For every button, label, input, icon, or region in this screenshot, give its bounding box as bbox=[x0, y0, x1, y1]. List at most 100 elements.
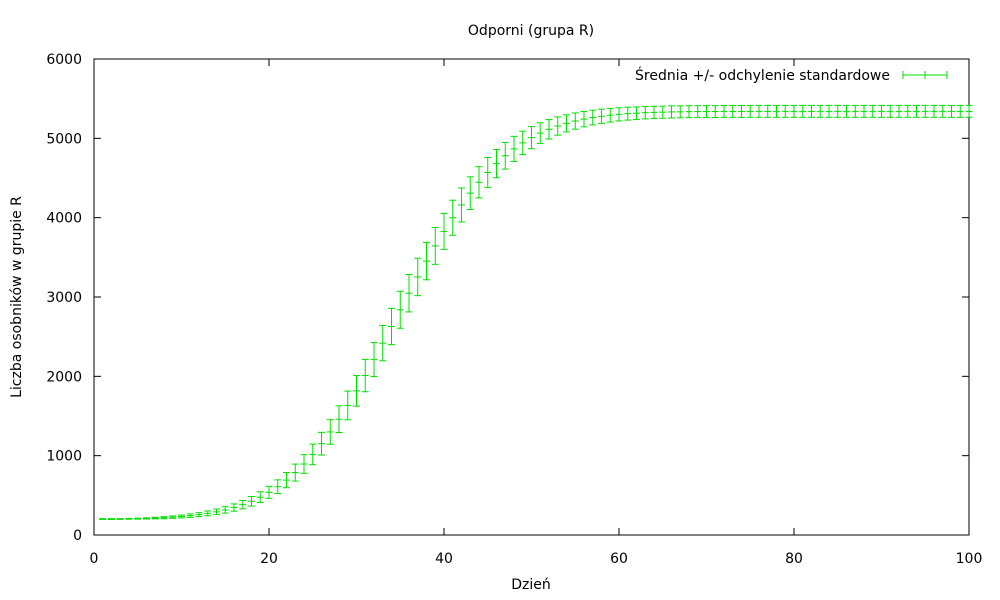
data-point bbox=[143, 517, 150, 520]
data-point bbox=[895, 104, 903, 118]
data-point bbox=[230, 503, 238, 512]
data-point bbox=[851, 104, 859, 118]
data-point bbox=[615, 107, 623, 122]
data-point bbox=[790, 104, 798, 118]
legend: Średnia +/- odchylenie standardowe bbox=[635, 66, 948, 84]
data-point bbox=[195, 512, 203, 518]
chart-title: Odporni (grupa R) bbox=[468, 23, 594, 39]
data-point bbox=[291, 463, 299, 482]
data-point bbox=[300, 454, 308, 474]
data-point bbox=[939, 104, 947, 118]
data-point bbox=[213, 508, 220, 516]
x-tick-label: 80 bbox=[785, 551, 803, 567]
data-point bbox=[475, 166, 483, 199]
data-point bbox=[440, 212, 448, 250]
data-point bbox=[799, 104, 807, 118]
data-point bbox=[580, 110, 588, 128]
data-point bbox=[904, 104, 912, 118]
data-point bbox=[598, 108, 605, 124]
y-axis-label: Liczba osobników w grupie R bbox=[9, 196, 25, 398]
data-point bbox=[221, 506, 229, 514]
legend-label: Średnia +/- odchylenie standardowe bbox=[635, 66, 890, 84]
data-point bbox=[370, 342, 378, 378]
y-tick-label: 3000 bbox=[46, 290, 82, 306]
data-point bbox=[711, 105, 719, 118]
data-point bbox=[204, 510, 212, 517]
data-point bbox=[738, 104, 745, 118]
data-point bbox=[606, 107, 614, 123]
x-tick-label: 0 bbox=[90, 551, 99, 567]
data-point bbox=[781, 104, 789, 118]
data-point bbox=[108, 518, 115, 520]
data-point bbox=[860, 104, 868, 118]
data-point bbox=[816, 104, 824, 118]
data-point bbox=[423, 241, 430, 281]
x-tick-label: 40 bbox=[435, 551, 453, 567]
data-point bbox=[248, 496, 255, 507]
data-point bbox=[414, 257, 422, 297]
data-point bbox=[326, 419, 334, 445]
data-point bbox=[834, 104, 842, 118]
data-point bbox=[554, 116, 562, 136]
data-point bbox=[274, 479, 282, 495]
y-tick-label: 4000 bbox=[46, 211, 82, 227]
data-point bbox=[965, 104, 973, 118]
x-tick-label: 100 bbox=[956, 551, 983, 567]
data-point bbox=[641, 106, 649, 120]
x-tick-label: 20 bbox=[260, 551, 278, 567]
y-axis: 0 1000 2000 3000 4000 5000 6000 bbox=[46, 52, 969, 544]
data-point bbox=[703, 105, 710, 118]
data-point bbox=[563, 114, 570, 133]
data-point bbox=[396, 290, 404, 329]
data-point bbox=[458, 187, 465, 223]
data-point bbox=[921, 104, 929, 118]
data-point bbox=[449, 199, 457, 236]
data-point bbox=[808, 104, 815, 118]
x-tick-label: 60 bbox=[610, 551, 628, 567]
data-point bbox=[134, 517, 142, 520]
data-point bbox=[624, 106, 632, 121]
y-tick-label: 1000 bbox=[46, 449, 82, 465]
data-point bbox=[668, 105, 675, 119]
data-point bbox=[99, 518, 107, 520]
data-point bbox=[589, 109, 597, 126]
data-point bbox=[869, 104, 877, 118]
data-point bbox=[151, 516, 159, 520]
data-point bbox=[571, 112, 579, 130]
data-point bbox=[956, 104, 964, 118]
data-point bbox=[335, 405, 343, 434]
series-errorbars bbox=[99, 104, 973, 520]
data-point bbox=[528, 126, 535, 150]
data-point bbox=[843, 104, 850, 118]
data-point bbox=[116, 518, 124, 520]
data-point bbox=[913, 104, 920, 118]
y-tick-label: 6000 bbox=[46, 52, 82, 68]
data-point bbox=[694, 105, 702, 119]
data-point bbox=[256, 491, 264, 504]
y-tick-label: 0 bbox=[73, 528, 82, 544]
data-point bbox=[773, 104, 780, 118]
data-point bbox=[484, 157, 492, 188]
data-point bbox=[344, 390, 352, 421]
data-point bbox=[729, 104, 737, 118]
data-point bbox=[379, 325, 387, 362]
data-point bbox=[930, 104, 938, 118]
data-point bbox=[353, 375, 360, 407]
data-point bbox=[265, 485, 273, 499]
data-point bbox=[764, 104, 772, 118]
data-point bbox=[186, 513, 194, 518]
data-point bbox=[493, 149, 500, 179]
data-point bbox=[720, 104, 728, 118]
data-point bbox=[825, 104, 833, 118]
data-point bbox=[466, 176, 474, 210]
data-point bbox=[545, 119, 553, 140]
legend-key bbox=[902, 71, 948, 79]
data-point bbox=[536, 122, 544, 144]
data-point bbox=[755, 104, 763, 118]
data-point bbox=[650, 105, 658, 119]
data-point bbox=[501, 141, 509, 170]
data-point bbox=[676, 105, 684, 119]
data-point bbox=[309, 443, 317, 466]
data-point bbox=[878, 104, 885, 118]
